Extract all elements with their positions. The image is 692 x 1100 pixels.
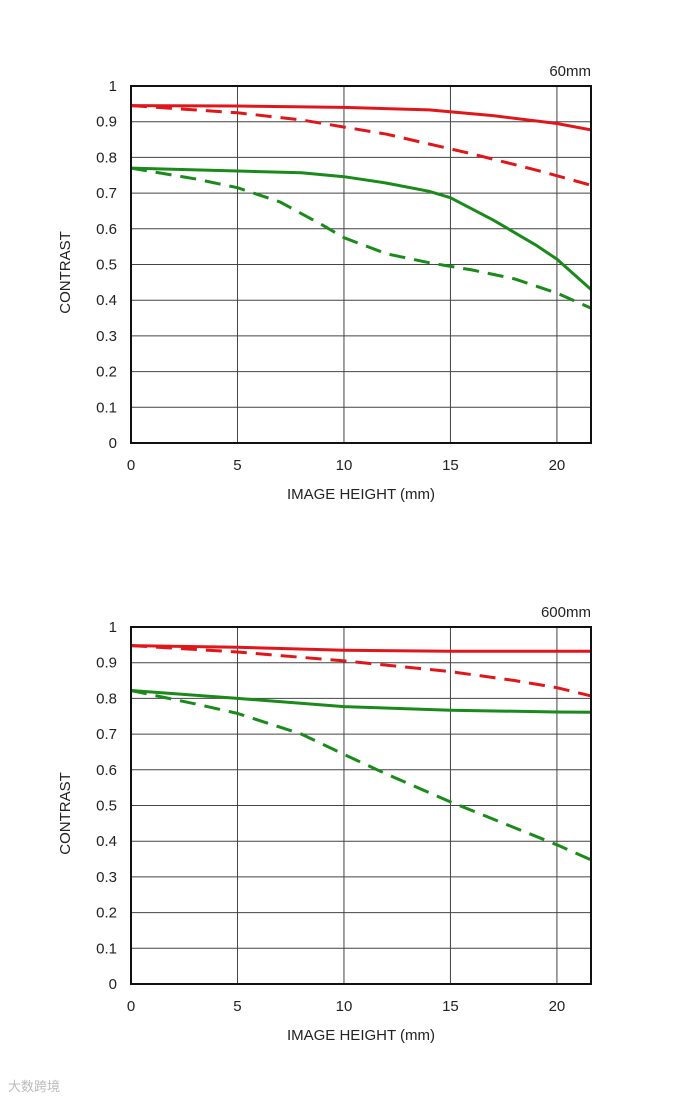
y-tick-label: 0.5 [96, 257, 117, 274]
x-axis-title: IMAGE HEIGHT (mm) [287, 486, 435, 503]
y-tick-label: 0.9 [96, 655, 117, 672]
watermark-text: 大数跨境 [8, 1079, 61, 1094]
x-tick-label: 0 [127, 457, 135, 474]
series-green-dashed-line [130, 166, 592, 310]
y-tick-label: 0.1 [96, 940, 117, 957]
y-tick-label: 0.2 [96, 905, 117, 922]
y-tick-label: 0 [109, 435, 117, 452]
focal-length-label: 60mm [549, 63, 591, 80]
series-red-solid-line [130, 644, 591, 653]
y-tick-label: 0.7 [96, 185, 117, 202]
y-tick-label: 1 [109, 78, 117, 95]
y-tick-label: 0.3 [96, 869, 117, 886]
y-tick-label: 0.8 [96, 149, 117, 166]
series-red-solid-line [130, 104, 592, 132]
series-red-dashed-line [130, 104, 592, 187]
x-tick-label: 5 [233, 998, 241, 1015]
y-tick-label: 0.3 [96, 328, 117, 345]
y-tick-label: 0.6 [96, 221, 117, 238]
x-tick-label: 15 [442, 457, 459, 474]
y-tick-label: 0 [109, 976, 117, 993]
chart-panel-2: 00.10.20.30.40.50.60.70.80.910 5 10 15 20600… [57, 604, 592, 1044]
series-green-dashed-line [130, 689, 592, 862]
x-tick-label: 15 [442, 998, 459, 1015]
x-tick-label: 5 [233, 457, 241, 474]
y-tick-label: 0.6 [96, 762, 117, 779]
x-tick-label: 0 [127, 998, 135, 1015]
y-axis-title: CONTRAST [57, 231, 74, 314]
x-tick-label: 10 [336, 457, 353, 474]
x-tick-label: 20 [549, 998, 566, 1015]
y-tick-label: 1 [109, 619, 117, 636]
y-tick-label: 0.7 [96, 726, 117, 743]
series-green-solid-line [130, 166, 592, 291]
y-tick-label: 0.4 [96, 833, 117, 850]
series-red-dashed-line [130, 644, 592, 698]
x-tick-label: 10 [336, 998, 353, 1015]
chart-panel-1: 00.10.20.30.40.50.60.70.80.910 5 10 15 2060m… [57, 63, 592, 503]
focal-length-label: 600mm [541, 604, 591, 621]
x-axis-title: IMAGE HEIGHT (mm) [287, 1027, 435, 1044]
x-tick-label: 20 [549, 457, 566, 474]
y-tick-label: 0.1 [96, 399, 117, 416]
y-axis-title: CONTRAST [57, 772, 74, 855]
series-green-solid-line [130, 689, 592, 714]
y-tick-label: 0.9 [96, 114, 117, 131]
plot-frame [130, 626, 592, 985]
y-tick-label: 0.4 [96, 292, 117, 309]
y-tick-label: 0.2 [96, 364, 117, 381]
y-tick-label: 0.8 [96, 690, 117, 707]
plot-frame [130, 85, 592, 444]
y-tick-label: 0.5 [96, 798, 117, 815]
